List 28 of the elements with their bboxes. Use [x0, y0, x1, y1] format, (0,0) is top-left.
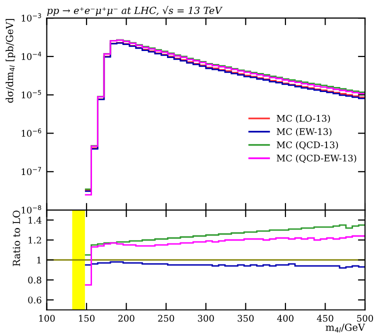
y-tick-label: 0.6 [28, 296, 42, 304]
x-tick-label: 500 [357, 314, 374, 322]
x-tick-label: 200 [118, 314, 134, 322]
y-tick-label: 10$^{−7}$ [22, 166, 42, 176]
y-tick-label: 0.8 [28, 276, 42, 284]
y-tick-label: 10$^{−5}$ [22, 90, 42, 98]
x-axis-title: m$_{4l}$/GeV [326, 324, 366, 332]
x-tick-label: 250 [158, 314, 174, 322]
series-label: MC (QCD-13) [276, 141, 338, 150]
y-tick-label: 1.4 [28, 216, 42, 224]
y-axis-title: dσ/dm$_{4l}$ [pb/GeV] [6, 18, 16, 103]
x-tick-label: 300 [198, 314, 214, 322]
series-label: MC (LO-13) [276, 114, 330, 124]
x-tick-label: 100 [39, 314, 55, 322]
y-tick-label: 10$^{−8}$ [22, 205, 42, 214]
y-tick-label: 10$^{−3}$ [22, 13, 42, 22]
y-axis-title: Ratio to LO [12, 210, 20, 266]
y-tick-label: 1 [37, 256, 41, 264]
y-tick-label: 10$^{−4}$ [22, 52, 42, 60]
x-tick-label: 400 [277, 314, 294, 322]
y-tick-label: 10$^{−6}$ [22, 128, 42, 137]
y-tick-label: 1.2 [28, 236, 42, 244]
series-label: MC (EW-13) [276, 128, 332, 136]
x-tick-label: 450 [316, 314, 334, 322]
x-tick-label: 150 [79, 314, 95, 322]
x-tick-label: 350 [238, 314, 254, 322]
chart-title: pp → e⁺e⁻μ⁺μ⁻ at LHC, √s = 13 TeV [47, 6, 223, 16]
series-label: MC (QCD-EW-13) [276, 154, 356, 163]
